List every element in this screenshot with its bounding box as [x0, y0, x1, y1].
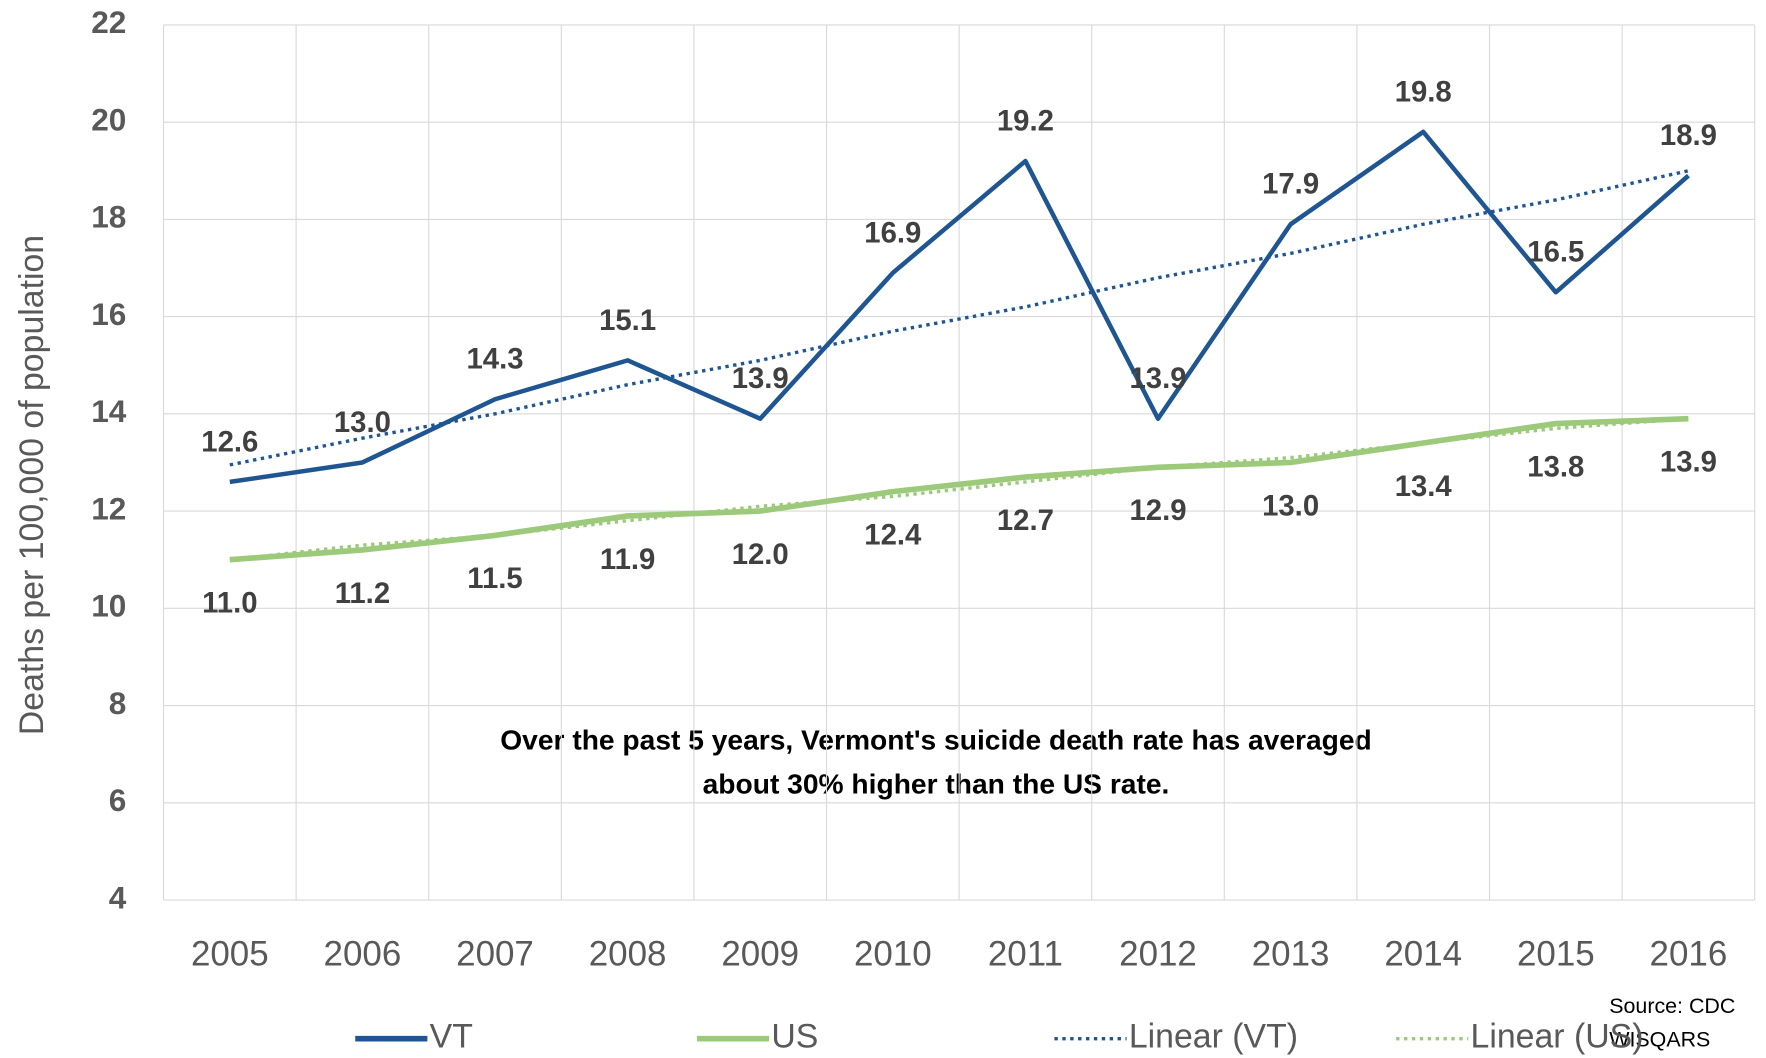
data-label: 19.8 — [1395, 75, 1452, 108]
x-tick-label: 2014 — [1384, 935, 1462, 974]
y-tick-label: 4 — [109, 879, 127, 915]
x-tick-label: 2008 — [589, 935, 667, 974]
data-label: 12.4 — [864, 518, 922, 551]
x-tick-label: 2007 — [456, 935, 534, 974]
data-label: 19.2 — [997, 104, 1054, 137]
line — [229, 415, 1689, 563]
data-label: 13.4 — [1395, 470, 1453, 503]
data-label: 11.2 — [335, 577, 390, 610]
data-label: 17.9 — [1262, 168, 1319, 201]
y-tick-label: 14 — [91, 393, 127, 429]
x-tick-label: 2012 — [1119, 935, 1197, 974]
y-tick-label: 20 — [91, 101, 126, 137]
x-tick-label: 2005 — [191, 935, 269, 974]
data-label: 12.7 — [997, 504, 1054, 537]
x-tick-label: 2010 — [854, 935, 932, 974]
y-tick-label: 22 — [91, 4, 126, 40]
source: Source: CDC — [1609, 994, 1735, 1018]
y-tick-label: 12 — [91, 490, 126, 526]
data-label: 13.8 — [1527, 450, 1584, 483]
data-label: 12.9 — [1129, 494, 1186, 527]
data-label: 13.9 — [1660, 446, 1717, 479]
x-tick-label: 2006 — [324, 935, 402, 974]
y-tick-label: 10 — [91, 588, 126, 624]
x-tick-label: 2011 — [988, 935, 1063, 974]
data-label: 16.9 — [864, 216, 921, 249]
x-tick-label: 2009 — [721, 935, 799, 974]
data-label: 18.9 — [1660, 119, 1717, 152]
data-label: 11.9 — [600, 543, 655, 576]
annotation: Over the past 5 years, Vermont's suicide… — [500, 724, 1372, 756]
line — [229, 129, 1690, 485]
data-label: 13.0 — [1262, 489, 1319, 522]
legend-label: Linear (VT) — [1129, 1018, 1298, 1056]
y-tick-label: 6 — [109, 782, 127, 818]
data-label: 12.0 — [732, 538, 789, 571]
data-label: 12.6 — [201, 425, 258, 458]
legend-label: VT — [430, 1018, 473, 1056]
annotation: about 30% higher than the US rate. — [703, 768, 1170, 800]
x-tick-label: 2015 — [1517, 935, 1595, 974]
data-label: 13.9 — [732, 362, 789, 395]
data-label: 11.5 — [467, 562, 522, 595]
x-tick-label: 2013 — [1252, 935, 1330, 974]
data-label: 11.0 — [202, 587, 257, 620]
data-label: 13.9 — [1129, 362, 1186, 395]
source: WISQARS — [1609, 1028, 1710, 1052]
y-axis-label: Deaths per 100,000 of population — [13, 235, 51, 735]
data-label: 15.1 — [599, 304, 656, 337]
legend-label: Linear (US) — [1471, 1018, 1644, 1056]
data-label: 13.0 — [334, 406, 391, 439]
y-tick-label: 18 — [91, 199, 126, 235]
y-tick-label: 8 — [109, 685, 127, 721]
trend-line — [229, 169, 1689, 467]
data-label: 16.5 — [1527, 236, 1584, 269]
y-tick-label: 16 — [91, 296, 126, 332]
x-tick-label: 2016 — [1650, 935, 1728, 974]
legend-label: US — [771, 1018, 818, 1056]
data-label: 14.3 — [466, 343, 523, 376]
